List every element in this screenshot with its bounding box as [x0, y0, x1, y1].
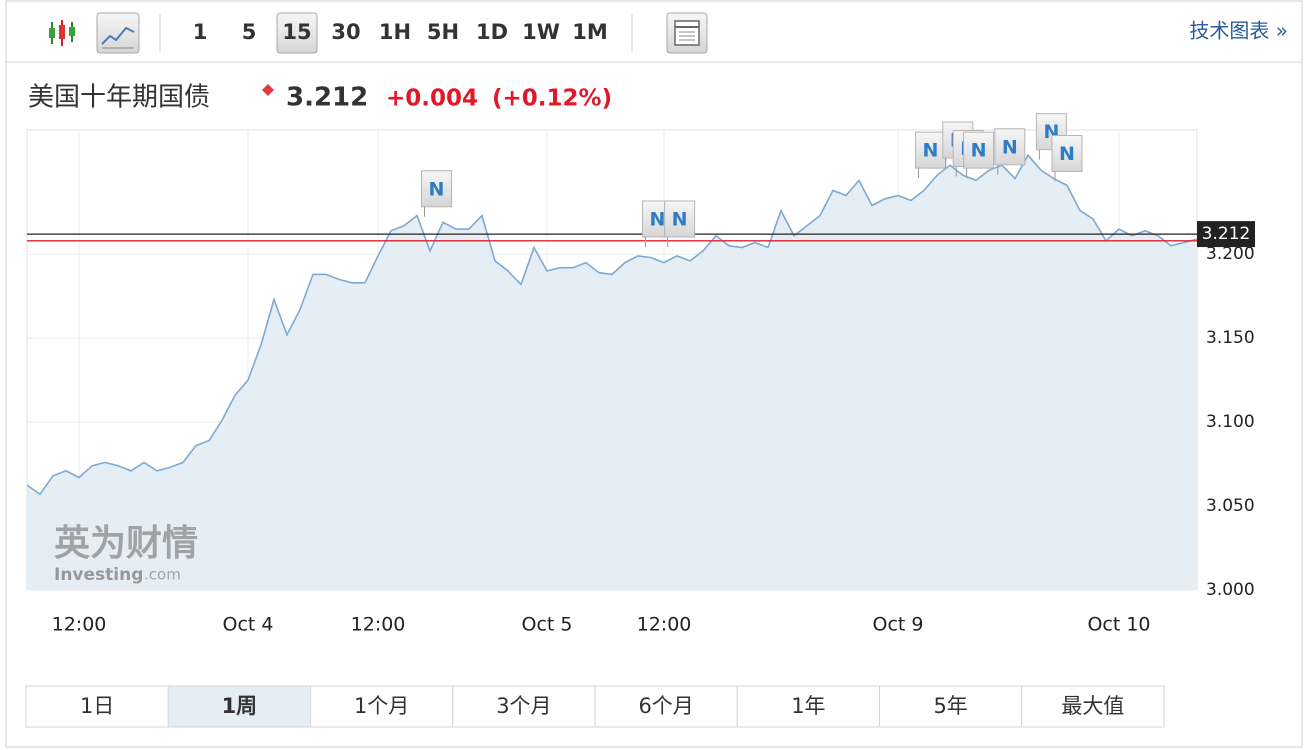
news-box: [1051, 135, 1083, 173]
technical-chart-link[interactable]: 技术图表 »: [1189, 19, 1288, 43]
range-tab-label[interactable]: 3个月: [496, 694, 551, 718]
interval-button[interactable]: 1D: [476, 20, 508, 44]
layout-icon[interactable]: [666, 12, 708, 54]
range-tab-label[interactable]: 6个月: [638, 694, 693, 718]
x-tick-label: Oct 9: [873, 614, 924, 636]
news-label: N: [971, 140, 987, 162]
news-marker[interactable]: N: [664, 200, 696, 247]
change: +0.004: [386, 86, 478, 112]
area: [27, 155, 1197, 590]
y-tick-label: 3.200: [1206, 244, 1255, 264]
news-marker[interactable]: N: [963, 131, 995, 179]
interval-button[interactable]: 15: [282, 20, 311, 44]
news-label: N: [1059, 143, 1075, 165]
price-line: [26, 153, 1198, 496]
interval-button[interactable]: 1M: [572, 20, 608, 44]
range-tab-label[interactable]: 1周: [222, 694, 258, 718]
news-label: N: [1002, 136, 1018, 158]
news-box: [915, 131, 946, 169]
watermark-domain: .com: [144, 566, 181, 584]
candle-icon[interactable]: [49, 20, 75, 46]
news-label: N: [650, 208, 666, 230]
range-tab-label[interactable]: 最大值: [1061, 694, 1124, 718]
news-marker[interactable]: N: [994, 128, 1026, 175]
interval-button[interactable]: 5H: [427, 20, 459, 44]
x-tick-label: 12:00: [351, 614, 406, 636]
interval-group: 1 5 15 30 1H 5H 1D 1W 1M: [193, 12, 608, 54]
interval-active: [276, 12, 318, 54]
news-label: N: [429, 178, 445, 200]
news-box: [963, 131, 995, 169]
y-tick-label: 3.150: [1206, 328, 1255, 348]
last-price-label: 3.212: [1202, 224, 1251, 244]
change-percent: (+0.12%): [492, 86, 612, 112]
news-box: [994, 128, 1026, 166]
up-indicator: [262, 84, 274, 96]
watermark-brand: 英为财情: [54, 523, 198, 564]
news-box: [664, 200, 696, 238]
range-tab-label[interactable]: 1年: [791, 694, 825, 718]
interval-button[interactable]: 1: [193, 20, 208, 44]
y-tick-label: 3.100: [1206, 412, 1255, 432]
interval-button[interactable]: 30: [331, 20, 360, 44]
news-marker[interactable]: N: [421, 170, 452, 217]
x-tick-label: Oct 10: [1087, 614, 1150, 636]
news-box: [421, 170, 452, 208]
instrument-title: 美国十年期国债: [28, 83, 210, 113]
interval-button[interactable]: 1W: [522, 20, 560, 44]
range-tabs: 1日 1周 1个月 3个月 6个月 1年 5年 最大值: [25, 685, 1165, 728]
news-marker[interactable]: N: [1051, 135, 1083, 182]
range-tab-label[interactable]: 1个月: [354, 694, 409, 718]
news-label: N: [672, 208, 688, 230]
line-icon[interactable]: [96, 12, 140, 54]
interval-button[interactable]: 5: [242, 20, 257, 44]
range-tab-label[interactable]: 5年: [933, 694, 967, 718]
last-price-box: [1197, 221, 1255, 248]
price: 3.212: [286, 83, 368, 113]
y-tick-label: 3.050: [1206, 496, 1255, 516]
y-tick-label: 3.000: [1206, 580, 1255, 600]
x-tick-label: 12:00: [52, 614, 107, 636]
x-tick-label: Oct 4: [223, 614, 274, 636]
news-marker[interactable]: N: [915, 131, 946, 179]
interval-button[interactable]: 1H: [379, 20, 411, 44]
x-tick-label: 12:00: [637, 614, 692, 636]
news-label: N: [923, 140, 939, 162]
range-tab-label[interactable]: 1日: [80, 694, 114, 718]
range-tab[interactable]: [1021, 685, 1165, 728]
watermark-site: Investing: [54, 565, 143, 585]
x-tick-label: Oct 5: [522, 614, 573, 636]
plot: 12:00 Oct 4 12:00 Oct 5 12:00 Oct 9 Oct 10 3.00…: [26, 113, 1255, 636]
range-tab[interactable]: [25, 685, 169, 728]
